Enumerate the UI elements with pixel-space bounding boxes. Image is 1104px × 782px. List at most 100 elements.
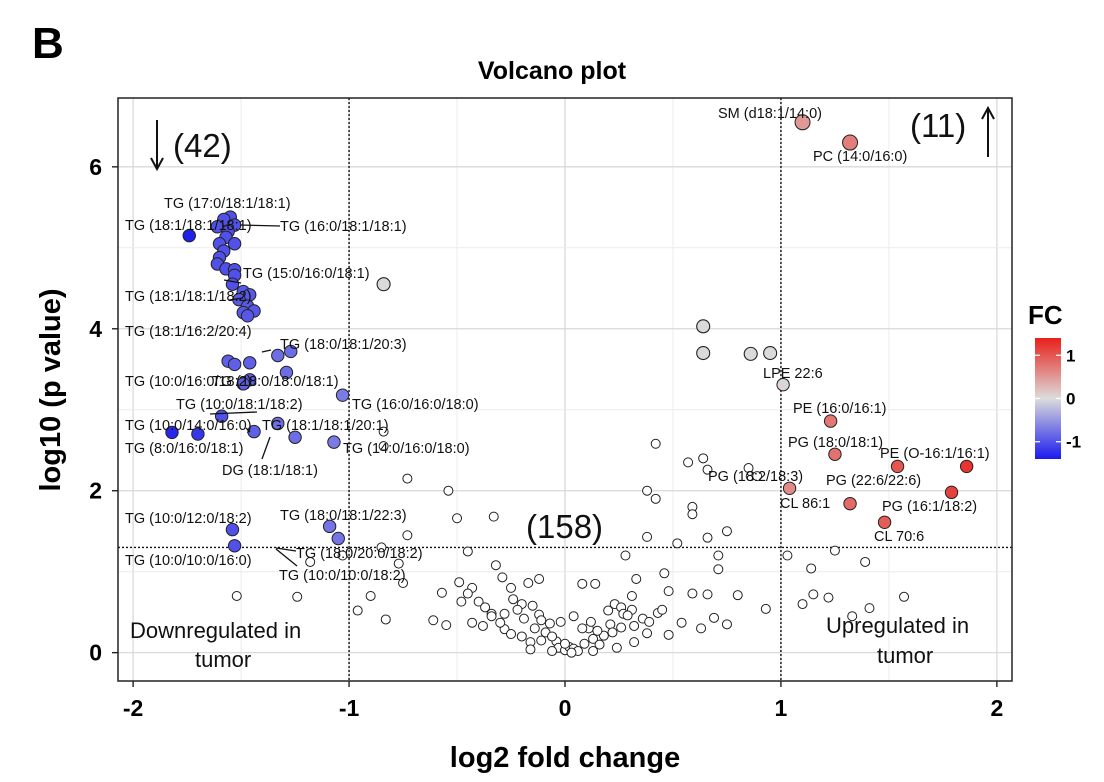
- ns-point: [462, 546, 473, 557]
- ns-point: [568, 611, 579, 622]
- x-tick-label: -1: [339, 695, 360, 721]
- up-count-arrow: [981, 105, 995, 157]
- point-label: CL 70:6: [874, 529, 924, 545]
- leader-line: [275, 548, 298, 567]
- x-tick-label: 1: [775, 695, 788, 721]
- ns-point-large: [743, 346, 758, 361]
- ns-point: [687, 588, 698, 599]
- y-tick-label: 6: [89, 154, 102, 180]
- up-point: [959, 459, 974, 474]
- legend-tick-label: 1: [1066, 346, 1075, 365]
- ns-point: [702, 532, 713, 543]
- ns-point: [590, 578, 601, 589]
- ns-point: [337, 550, 348, 561]
- ns-point: [659, 568, 670, 579]
- ns-point-large: [763, 346, 778, 361]
- ns-point: [547, 631, 558, 642]
- y-axis-ticks: 0 2 4 6: [89, 154, 118, 666]
- ns-points: [231, 277, 910, 658]
- up-point: [877, 515, 892, 529]
- ns-point: [603, 605, 614, 616]
- ns-point: [663, 629, 674, 640]
- ns-point: [611, 642, 622, 653]
- point-label: TG (18:1/18:1/18:1): [125, 218, 252, 234]
- ns-point: [456, 596, 467, 607]
- down-point: [331, 531, 345, 546]
- ns-point: [713, 550, 724, 561]
- point-label: PG (22:6/22:6): [826, 473, 921, 489]
- leader-line: [275, 547, 297, 552]
- leader-line: [228, 297, 244, 301]
- ns-point: [642, 628, 653, 639]
- point-label: TG (18:0/20:0/18:2): [296, 546, 423, 562]
- ns-point: [477, 620, 488, 631]
- ns-point: [512, 604, 523, 615]
- ns-point: [676, 617, 687, 628]
- down-point: [279, 365, 294, 380]
- up-count-label: (11): [910, 107, 966, 144]
- ns-point: [529, 623, 540, 634]
- ns-point: [462, 588, 473, 599]
- down-point: [322, 519, 337, 534]
- ns-point-large: [696, 346, 711, 361]
- x-axis-ticks: -2 -1 0 1 2: [123, 681, 1003, 721]
- point-label: PE (O-16:1/16:1): [880, 446, 990, 462]
- point-label: PG (18:0/18:1): [788, 435, 883, 451]
- point-label: TG (18:0/18:1/20:3): [280, 337, 407, 353]
- point-label: TG (10:0/10:0/18:2): [279, 568, 406, 584]
- down-point: [240, 309, 255, 323]
- down-point: [227, 539, 242, 553]
- ns-point: [622, 610, 633, 621]
- leader-line: [245, 427, 251, 433]
- down-point: [227, 237, 242, 251]
- up-point: [890, 459, 905, 474]
- y-axis-title: log10 (p value): [35, 288, 67, 491]
- down-point: [271, 348, 285, 363]
- ns-point: [365, 590, 376, 601]
- down-count-label: (42): [173, 127, 232, 164]
- ns-point: [808, 589, 819, 600]
- ns-point: [588, 633, 599, 644]
- point-label: TG (18:1/18:1/18:2): [125, 289, 252, 305]
- legend-tick-label: 0: [1066, 390, 1075, 409]
- ns-point: [672, 538, 683, 549]
- point-label: TG (17:0/18:1/18:1): [164, 196, 291, 212]
- up-point: [944, 485, 959, 500]
- ns-point: [527, 600, 538, 611]
- ns-point: [352, 605, 363, 616]
- ns-point: [650, 438, 661, 449]
- up-point: [776, 377, 790, 392]
- down-region-label-line2: tumor: [195, 647, 251, 672]
- ns-point: [629, 637, 640, 648]
- ns-point: [642, 485, 653, 496]
- ns-point: [650, 493, 661, 504]
- ns-point: [490, 560, 501, 571]
- ns-point: [378, 441, 389, 452]
- ns-point: [436, 587, 447, 598]
- ns-point: [579, 638, 590, 649]
- ns-point: [702, 464, 713, 475]
- ns-point: [480, 602, 491, 613]
- ns-point: [398, 578, 409, 589]
- point-label: TG (18:0/18:1/22:3): [280, 508, 407, 524]
- point-label: CL 86:1: [780, 496, 830, 512]
- ns-point: [555, 616, 566, 627]
- ns-point: [702, 589, 713, 600]
- ns-point: [376, 542, 387, 553]
- label-leader-lines: [209, 224, 298, 567]
- up-point: [823, 414, 838, 428]
- significant-points: [165, 114, 974, 553]
- x-tick-label: 2: [990, 695, 1003, 721]
- ns-point: [782, 550, 793, 561]
- ns-point: [709, 612, 719, 623]
- ns-point: [566, 647, 577, 658]
- ns-point: [683, 457, 694, 468]
- ns-point: [473, 596, 484, 607]
- down-count-arrow: [150, 120, 164, 172]
- point-label: TG (18:1/18:1/20:1): [262, 418, 389, 434]
- point-label: TG (10:0/16:0/18:2): [125, 374, 252, 390]
- ns-point: [454, 577, 465, 588]
- ns-point: [499, 608, 510, 619]
- ns-point: [829, 545, 840, 556]
- point-label: LPE 22:6: [763, 366, 823, 382]
